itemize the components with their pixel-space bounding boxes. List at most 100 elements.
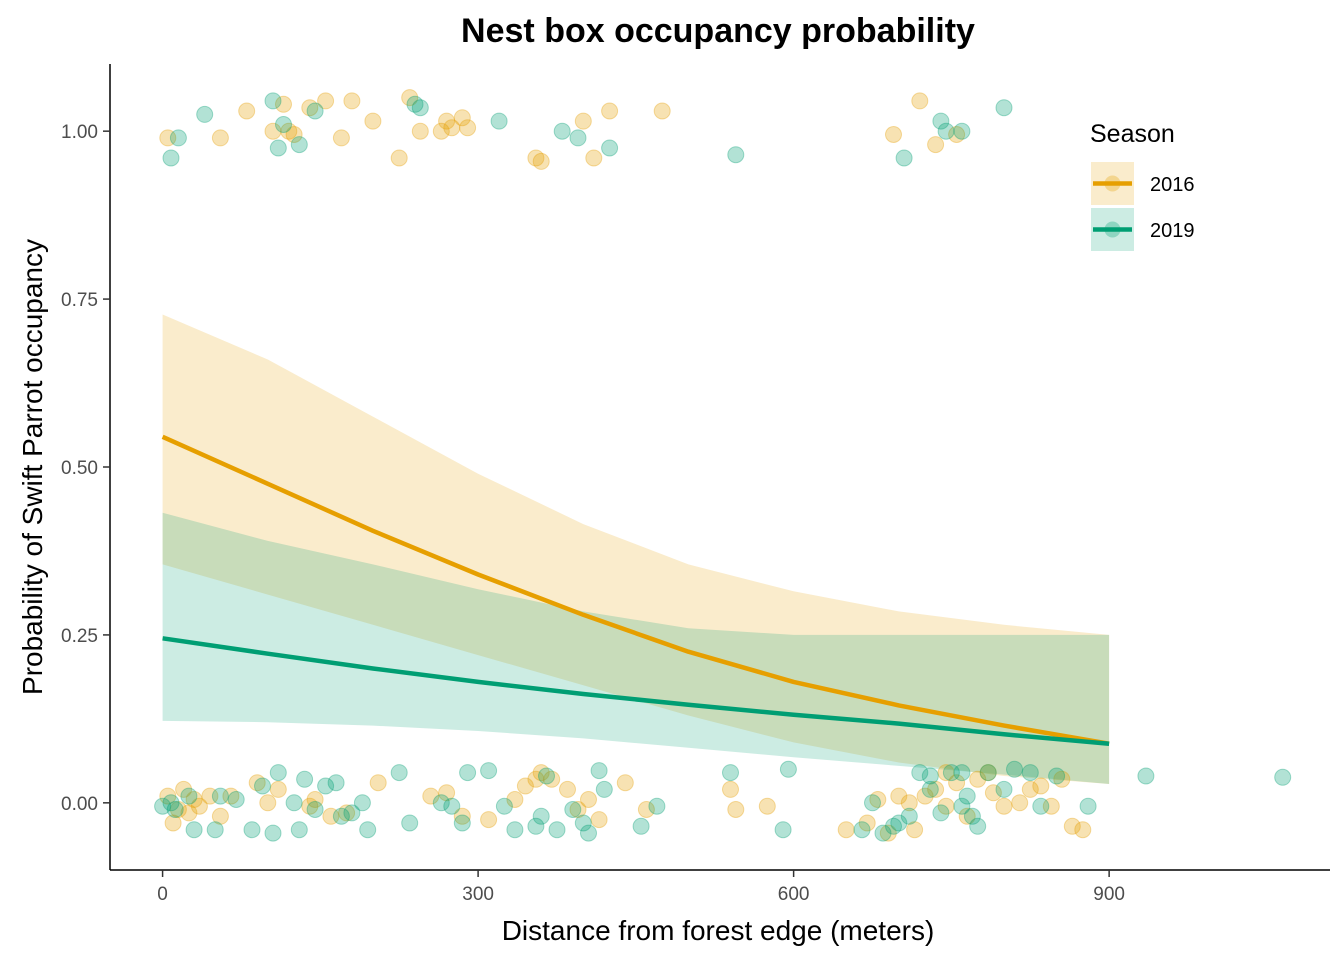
x-tick-label: 900 — [1093, 884, 1125, 905]
y-tick-label: 0.25 — [61, 626, 98, 647]
data-point-2019 — [1079, 797, 1097, 815]
data-point-2019 — [969, 817, 987, 835]
data-point-2019 — [1021, 764, 1039, 782]
x-axis-ticks: 0 300 600 900 — [157, 870, 1125, 905]
data-point-2019 — [921, 780, 939, 798]
data-point-2019 — [779, 760, 797, 778]
data-point-2019 — [453, 814, 471, 832]
data-point-2016 — [169, 801, 187, 818]
data-point-2016 — [301, 99, 319, 117]
data-point-2016 — [869, 791, 887, 808]
data-point-2019 — [196, 105, 214, 123]
data-point-2019 — [264, 824, 282, 842]
data-point-2016 — [175, 780, 193, 798]
data-point-2019 — [958, 787, 976, 805]
data-point-2016 — [858, 814, 876, 832]
data-point-2019 — [185, 821, 203, 839]
data-point-2019 — [895, 149, 913, 167]
data-point-2019 — [632, 817, 650, 835]
x-tick-label: 0 — [157, 884, 168, 905]
data-point-2016 — [338, 804, 356, 822]
data-point-2019 — [1274, 768, 1292, 786]
data-point-2016 — [516, 777, 534, 795]
data-point-2016 — [979, 764, 997, 782]
data-point-2016 — [758, 797, 776, 815]
data-point-2019 — [411, 99, 429, 117]
data-point-2016 — [411, 122, 429, 140]
data-point-2016 — [459, 119, 477, 137]
data-point-2016 — [937, 797, 955, 815]
data-point-2019 — [853, 821, 871, 839]
data-point-2016 — [1011, 794, 1029, 812]
data-point-2016 — [958, 807, 976, 825]
x-axis-title: Distance from forest edge (meters) — [502, 915, 935, 946]
data-point-2019 — [243, 821, 261, 839]
data-point-2019 — [166, 801, 184, 818]
data-point-2016 — [443, 119, 461, 137]
data-point-2019 — [532, 807, 550, 825]
data-point-2016 — [1042, 797, 1060, 815]
data-point-2019 — [864, 794, 881, 812]
data-point-2016 — [937, 764, 955, 782]
data-point-2016 — [159, 787, 177, 805]
data-point-2019 — [932, 112, 950, 130]
data-point-2016 — [574, 112, 592, 130]
data-point-2019 — [206, 821, 224, 839]
data-point-2019 — [401, 814, 419, 832]
data-point-2016 — [185, 791, 203, 808]
data-point-2019 — [527, 817, 545, 835]
data-point-2016 — [422, 787, 440, 805]
data-point-2016 — [1032, 777, 1050, 795]
legend: Season 2016 2019 — [1090, 120, 1195, 251]
data-point-2019 — [601, 139, 619, 157]
data-point-2016 — [259, 794, 277, 812]
data-point-2019 — [506, 821, 524, 839]
fit-line-2019 — [162, 636, 1110, 746]
data-point-2016 — [890, 787, 908, 805]
data-point-2016 — [927, 136, 945, 154]
data-point-2019 — [290, 136, 308, 154]
y-axis-ticks: 0.00 0.25 0.50 0.75 1.00 — [61, 122, 110, 815]
data-point-2016 — [301, 797, 319, 815]
fit-line-2016 — [161, 434, 1110, 746]
data-point-2016 — [559, 780, 576, 798]
chart-title: Nest box occupancy probability — [461, 12, 975, 50]
data-point-2016 — [532, 152, 550, 170]
data-point-2019 — [942, 764, 960, 782]
data-point-2019 — [1006, 760, 1023, 778]
data-point-2016 — [480, 811, 498, 829]
y-axis-title: Probability of Swift Parrot occupancy — [17, 239, 48, 695]
data-point-2019 — [162, 794, 180, 812]
data-point-2016 — [211, 129, 229, 147]
confidence-bands — [162, 314, 1110, 784]
data-point-2016 — [285, 126, 303, 143]
data-point-2016 — [190, 797, 208, 815]
data-point-2016 — [837, 821, 855, 839]
data-point-2016 — [322, 807, 340, 825]
data-point-2019 — [327, 774, 345, 792]
data-point-2019 — [264, 92, 282, 110]
data-point-2019 — [1032, 797, 1050, 815]
data-point-2019 — [580, 824, 597, 842]
data-point-2019 — [306, 102, 324, 120]
data-point-2016 — [1074, 821, 1092, 839]
data-point-2016 — [159, 129, 177, 147]
data-point-2019 — [648, 797, 666, 815]
data-point-2016 — [201, 787, 219, 805]
data-point-2019 — [995, 780, 1013, 798]
data-point-2016 — [911, 92, 929, 110]
data-point-2019 — [459, 764, 477, 782]
data-point-2016 — [211, 807, 229, 825]
data-point-2019 — [254, 777, 271, 795]
data-point-2016 — [532, 764, 550, 782]
data-point-2019 — [953, 797, 971, 815]
data-point-2016 — [306, 791, 324, 808]
data-point-2016 — [1063, 817, 1081, 835]
data-point-2019 — [548, 821, 566, 839]
data-point-2019 — [900, 807, 918, 825]
data-point-2016 — [653, 102, 671, 120]
data-point-2019 — [995, 99, 1013, 117]
data-point-2016 — [280, 122, 298, 140]
data-point-2019 — [722, 764, 739, 782]
data-point-2016 — [927, 780, 945, 798]
